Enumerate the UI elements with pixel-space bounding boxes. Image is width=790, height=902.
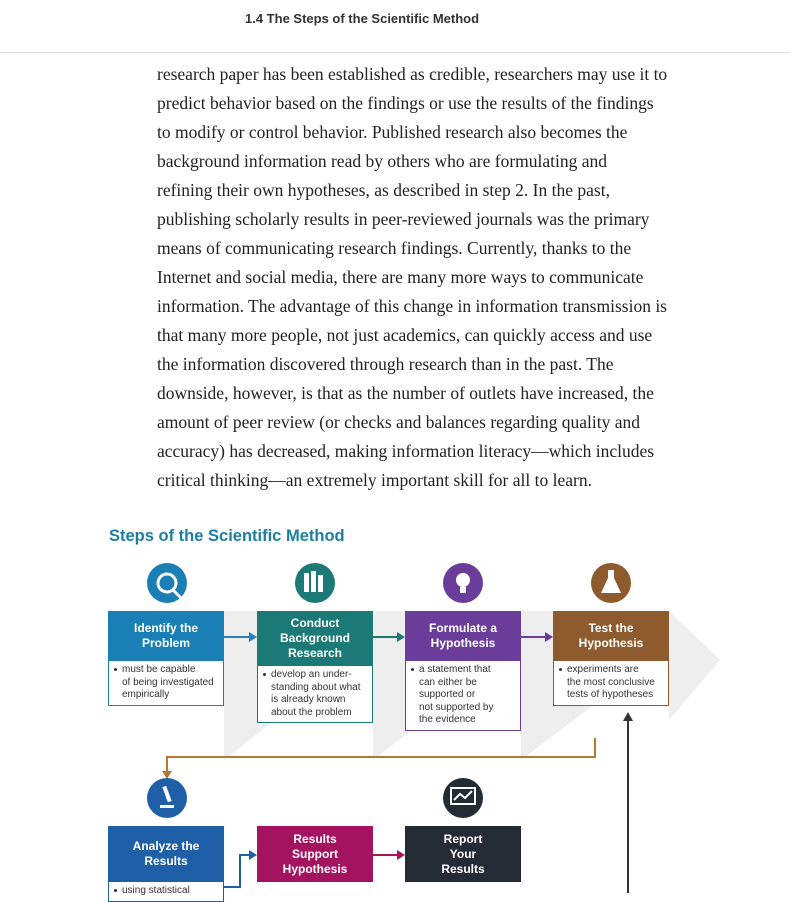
step-box: Test the Hypothesis: [553, 611, 669, 661]
header-title: 1.4 The Steps of the Scientific Method: [245, 11, 480, 26]
note-line: develop an under-: [271, 669, 369, 682]
step-box: Formulate a Hypothesis: [405, 611, 521, 661]
step-box: Report Your Results: [405, 826, 521, 882]
figure-title: Steps of the Scientific Method: [109, 527, 345, 545]
paragraph-line: refining their own hypotheses, as descri…: [157, 180, 610, 200]
step-label: Results: [144, 854, 188, 868]
note-line: about the problem: [271, 706, 352, 718]
step-label: Results: [441, 861, 485, 876]
note-line: using statistical: [122, 885, 220, 898]
note-line: of being investigated: [122, 676, 214, 688]
paragraph-line: accuracy) has decreased, making informat…: [157, 441, 655, 461]
step-note: a statement that can either be supported o…: [405, 661, 521, 731]
step-label: Hypothesis: [282, 861, 348, 876]
paragraph-line: that many more people, not just academic…: [157, 325, 653, 345]
step-label: Identify the: [133, 621, 198, 635]
step-label: Test the: [588, 621, 634, 635]
note-line: experiments are: [567, 664, 665, 677]
step-box: Analyze the Results: [108, 826, 224, 882]
paragraph-line: amount of peer review (or checks and bal…: [157, 412, 640, 432]
note-line: not supported by: [419, 701, 494, 713]
step-label: Report: [443, 831, 483, 846]
paragraph-line: downside, however, is that as the number…: [157, 383, 654, 403]
paragraph-line: background information read by others wh…: [157, 151, 608, 171]
step-label: Analyze the: [132, 839, 200, 853]
paragraph-line: critical thinking—an extremely important…: [157, 470, 592, 490]
note-line: the evidence: [419, 714, 476, 725]
step-note: experiments are the most conclusive tests …: [553, 661, 669, 706]
paragraph: research paper has been established as c…: [157, 60, 667, 495]
header: 1.4 The Steps of the Scientific Method: [0, 0, 790, 53]
step-label: Research: [287, 646, 343, 660]
note-line: a statement that: [419, 664, 517, 677]
note-line: tests of hypotheses: [567, 689, 654, 700]
step-label: Problem: [141, 636, 190, 650]
step-box: Conduct Background Research: [257, 611, 373, 666]
note-line: supported or: [419, 689, 476, 700]
step-label: Background: [279, 631, 350, 645]
note-line: empirically: [122, 689, 170, 700]
paragraph-line: research paper has been established as c…: [157, 64, 668, 84]
paragraph-line: Internet and social media, there are man…: [157, 267, 644, 287]
paragraph-line: means of communicating research findings…: [157, 238, 632, 258]
arrowheads: [162, 632, 633, 860]
paragraph-line: predict behavior based on the findings o…: [157, 93, 654, 113]
step-label: Your: [449, 846, 477, 861]
step-note: develop an under-standing about what is a…: [257, 666, 373, 723]
step-label: Results: [293, 831, 337, 846]
note-line: the most conclusive: [567, 676, 655, 688]
paragraph-line: publishing scholarly results in peer-rev…: [157, 209, 650, 229]
step-label: Support: [292, 846, 338, 861]
paragraph-line: to modify or control behavior. Published…: [157, 122, 628, 142]
note-line: can either be: [419, 676, 477, 688]
step-box: Identify the Problem: [108, 611, 224, 661]
paragraph-line: information. The advantage of this chang…: [157, 296, 667, 316]
note-line: must be capable: [122, 664, 220, 677]
note-line: standing about what: [271, 681, 361, 693]
paragraph-line: the information discovered through resea…: [157, 354, 614, 374]
step-label: Formulate a: [428, 621, 497, 635]
step-label: Conduct: [290, 616, 340, 630]
step-label: Hypothesis: [578, 636, 644, 650]
note-line: is already known: [271, 694, 346, 705]
connectors: [166, 636, 629, 893]
step-label: Hypothesis: [430, 636, 496, 650]
step-note: using statistical: [108, 882, 224, 902]
step-box: Results Support Hypothesis: [257, 826, 373, 882]
icons: [147, 563, 631, 818]
step-note: must be capable of being investigated empi…: [108, 661, 224, 706]
